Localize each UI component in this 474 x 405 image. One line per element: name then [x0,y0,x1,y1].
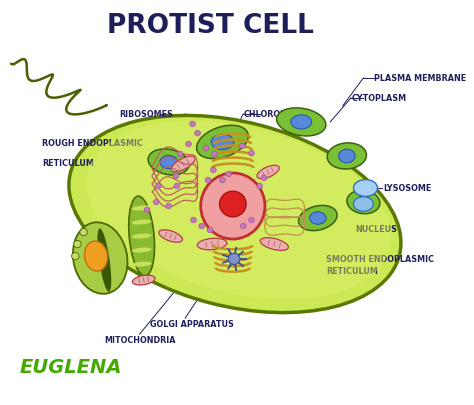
Text: SMOOTH ENDOPLASMIC: SMOOTH ENDOPLASMIC [326,254,434,263]
Circle shape [239,144,245,149]
Ellipse shape [171,157,195,173]
Ellipse shape [132,234,152,239]
Ellipse shape [132,275,155,285]
Circle shape [211,152,217,158]
Ellipse shape [148,149,189,175]
Circle shape [240,224,246,229]
Circle shape [226,172,232,177]
Ellipse shape [299,206,337,231]
Ellipse shape [260,238,288,251]
Ellipse shape [356,196,370,209]
Ellipse shape [69,116,401,313]
Text: LYSOSOME: LYSOSOME [383,184,431,193]
Circle shape [80,229,87,236]
Text: MITOCHONDRIA: MITOCHONDRIA [104,335,176,344]
Ellipse shape [197,239,227,250]
Ellipse shape [257,166,279,179]
Circle shape [219,178,225,183]
Ellipse shape [197,126,248,159]
Circle shape [190,122,196,128]
Text: EUGLENA: EUGLENA [19,357,122,376]
Text: RETICULUM: RETICULUM [42,159,94,168]
Circle shape [166,204,172,209]
Ellipse shape [159,230,182,243]
Circle shape [248,217,255,223]
Text: CYTOPLASM: CYTOPLASM [351,94,407,103]
Circle shape [153,200,159,205]
Circle shape [177,152,183,158]
Text: PROTIST CELL: PROTIST CELL [107,13,313,39]
Circle shape [186,142,191,147]
Ellipse shape [354,180,377,197]
Text: PLASMA MEMBRANE: PLASMA MEMBRANE [374,74,466,83]
Ellipse shape [354,197,374,212]
Ellipse shape [132,248,152,253]
Circle shape [155,184,161,189]
Ellipse shape [347,191,380,214]
Ellipse shape [98,229,111,292]
Circle shape [203,146,209,151]
Ellipse shape [132,262,152,267]
Circle shape [219,192,246,217]
Circle shape [173,174,179,179]
Ellipse shape [338,150,355,163]
Ellipse shape [327,143,366,170]
Circle shape [195,131,201,136]
Circle shape [207,228,213,233]
Ellipse shape [211,135,234,150]
Circle shape [72,253,79,260]
Ellipse shape [201,173,265,239]
Circle shape [210,168,216,173]
Circle shape [199,224,205,229]
Text: GOLGI APPARATUS: GOLGI APPARATUS [150,319,234,328]
Text: RIBOSOMES: RIBOSOMES [119,110,173,119]
Circle shape [191,217,196,223]
Circle shape [228,254,240,265]
Ellipse shape [73,223,128,294]
Text: CHLOROPLAST: CHLOROPLAST [244,110,310,119]
Ellipse shape [84,241,108,271]
Circle shape [205,178,211,183]
Ellipse shape [160,156,177,169]
Text: RETICULUM: RETICULUM [326,266,378,275]
Ellipse shape [129,197,155,276]
Circle shape [73,241,81,248]
Ellipse shape [86,122,392,299]
Text: NUCLEUS: NUCLEUS [356,224,398,233]
Ellipse shape [132,220,152,225]
Ellipse shape [291,115,312,130]
Circle shape [261,176,267,181]
Circle shape [174,184,180,189]
Circle shape [248,151,255,157]
Circle shape [257,184,263,189]
Ellipse shape [277,109,326,136]
Text: ROUGH ENDOPLASMIC: ROUGH ENDOPLASMIC [42,139,143,147]
Circle shape [144,208,150,213]
Ellipse shape [132,206,152,211]
Ellipse shape [310,212,326,225]
